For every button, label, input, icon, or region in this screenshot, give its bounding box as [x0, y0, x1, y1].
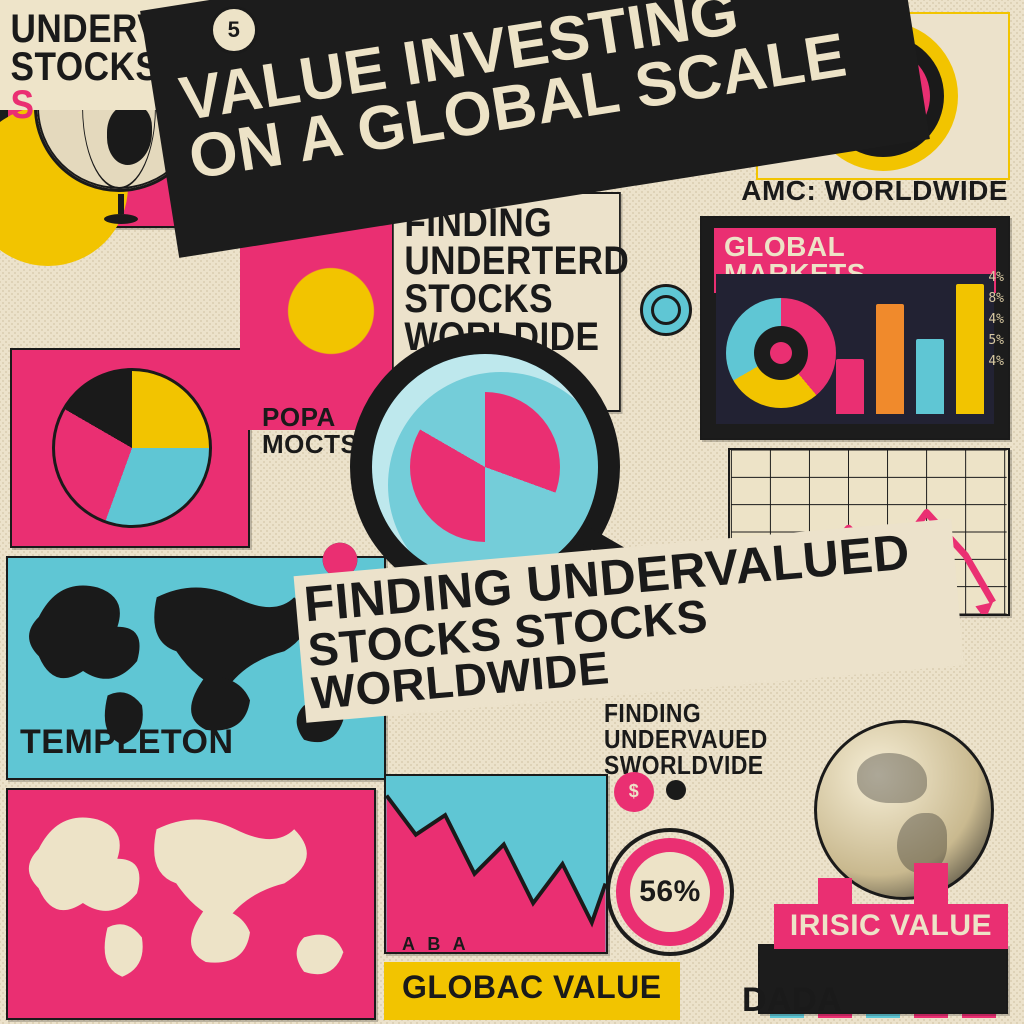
magnifier-pie: [410, 392, 560, 542]
undervaded-suffix: S: [11, 83, 35, 127]
templeton-label: TEMPLETON: [20, 726, 234, 758]
find2-l2: UNDERVAUED: [604, 726, 780, 752]
small-symbol: $: [614, 772, 654, 812]
aba-label: A B A: [402, 936, 470, 953]
badge-5: 5: [210, 6, 258, 54]
area-chart: [384, 774, 608, 954]
find-l2: UNDERTERD: [404, 242, 608, 280]
world-map-pink: [6, 788, 376, 1020]
globac-label: GLOBAC VALUE: [384, 962, 680, 1020]
find2-l1: FINDING: [604, 700, 780, 726]
pct-badge: 56%: [616, 838, 724, 946]
globe-stand-icon: [104, 194, 138, 224]
amc-label: AMC: WORLDWIDE: [741, 178, 1008, 205]
finding-secondary: FINDING UNDERVAUED SWORLDVIDE: [604, 700, 780, 778]
donut-chart: [726, 298, 836, 408]
global-markets-card: GLOBAL MARKETS: [700, 216, 1010, 440]
dada-label: DADA: [742, 984, 842, 1016]
pie-tile: [10, 348, 250, 548]
ring-icon: [640, 284, 692, 336]
pie-chart: [52, 368, 212, 528]
markets-side-numbers: 4%8%4%5%4%: [988, 270, 1004, 369]
markets-bar-chart: [836, 284, 984, 414]
global-markets-body: [716, 274, 994, 424]
irisic-label: IRISIC VALUE: [774, 904, 1008, 949]
find-l3: STOCKS: [404, 280, 608, 318]
small-dot: [666, 780, 686, 800]
